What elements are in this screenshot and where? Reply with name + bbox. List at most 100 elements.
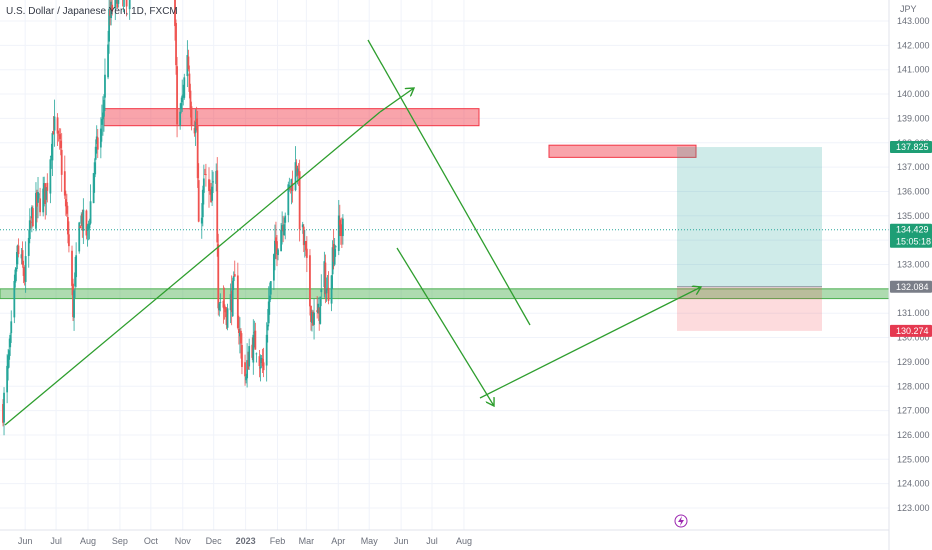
candle-body (107, 44, 109, 78)
candle-body (35, 192, 37, 229)
candle-body (281, 225, 284, 231)
candle-body (267, 301, 270, 324)
y-tick-label: 129.000 (897, 357, 930, 367)
candle-body (10, 321, 13, 334)
candle-body (50, 155, 53, 157)
candle-body (2, 404, 4, 423)
candle-body (128, 0, 131, 10)
candle-body (226, 308, 229, 328)
candle-body (275, 237, 277, 244)
y-tick-label: 136.000 (897, 186, 930, 196)
candle-body (13, 280, 16, 318)
candle-body (39, 198, 41, 213)
candle-body (232, 276, 235, 282)
candle-body (186, 55, 189, 77)
candle-body (114, 0, 117, 9)
candle-body (7, 355, 10, 369)
candle-body (261, 358, 264, 367)
stop-area (677, 286, 822, 331)
candle-body (323, 261, 326, 288)
candle-body (92, 173, 95, 204)
candle-body (316, 310, 319, 312)
arrow-up-2[interactable] (479, 287, 701, 399)
trendline-up-1[interactable] (4, 111, 381, 426)
price-badge: 134.429 15:05:18 (890, 223, 932, 248)
candle-body (88, 223, 91, 229)
x-tick-label: Dec (206, 536, 223, 546)
candle-body (182, 94, 185, 96)
candle-body (65, 201, 68, 214)
candle-body (318, 307, 321, 321)
candle-body (265, 334, 268, 366)
candle-body (251, 344, 254, 358)
candle-body (95, 136, 98, 144)
candle-body (327, 287, 330, 301)
candle-body (181, 95, 184, 103)
arrow-up-1[interactable] (379, 88, 414, 113)
x-tick-label: Sep (112, 536, 128, 546)
candle-body (82, 209, 85, 231)
candle-body (28, 220, 31, 239)
lightning-icon[interactable] (674, 514, 688, 528)
candle-body (216, 170, 219, 243)
x-tick-label: Apr (331, 536, 345, 546)
currency-label: JPY (900, 4, 917, 14)
candle-body (52, 131, 55, 135)
candle-body (63, 171, 66, 196)
candle-body (202, 178, 205, 193)
time-axis[interactable]: Jun Jul Aug Sep Oct Nov Dec 2023 Feb Mar Apr May Jun… (0, 529, 889, 546)
countdown-label: 15:05:18 (896, 237, 931, 247)
candle-body (209, 189, 211, 192)
candle-body (310, 305, 312, 322)
candle-body (304, 241, 307, 251)
candle-body (75, 255, 78, 278)
candle-body (196, 126, 199, 179)
resistance-zone-upper[interactable] (103, 108, 480, 127)
candle-body (193, 128, 196, 134)
candle-body (253, 332, 256, 334)
candle-body (45, 187, 48, 200)
resistance-zone-right[interactable] (548, 144, 697, 158)
x-tick-label: Jul (50, 536, 62, 546)
candle-body (29, 221, 32, 223)
y-tick-label: 127.000 (897, 406, 930, 416)
candle-body (233, 274, 236, 277)
candle-body (87, 224, 90, 230)
candle-body (241, 345, 243, 367)
candle-body (290, 179, 293, 189)
candle-body (27, 237, 30, 256)
candle-body (46, 182, 49, 191)
candle-body (262, 362, 265, 371)
candle-body (218, 303, 221, 311)
candle-body (309, 255, 311, 307)
candle-body (6, 365, 9, 393)
price-badge-label: 130.274 (896, 326, 929, 336)
candle-body (247, 360, 250, 370)
candle-body (236, 275, 239, 328)
candle-body (176, 66, 178, 125)
candle-body (260, 358, 263, 364)
arrow-down-1[interactable] (396, 247, 494, 406)
candle-body (179, 111, 182, 126)
candle-body (78, 222, 81, 252)
candle-body (297, 171, 300, 176)
candle-body (339, 224, 342, 236)
candle-body (38, 193, 40, 195)
candle-body (68, 234, 70, 247)
candle-body (81, 213, 84, 231)
candle-body (282, 225, 285, 232)
x-tick-label: May (361, 536, 379, 546)
trendline-down-1[interactable] (367, 39, 531, 326)
candle-body (295, 165, 298, 172)
price-axis[interactable]: JPY 123.000 124.000 125.000 126.000 127.000 1… (888, 0, 932, 550)
candle-body (96, 137, 99, 150)
y-tick-label: 123.000 (897, 503, 930, 513)
candle-body (53, 116, 56, 131)
candle-body (15, 267, 18, 272)
candle-body (312, 311, 314, 326)
candle-body (57, 134, 60, 136)
candle-body (72, 283, 74, 318)
candle-body (317, 303, 320, 314)
candle-body (259, 366, 262, 369)
